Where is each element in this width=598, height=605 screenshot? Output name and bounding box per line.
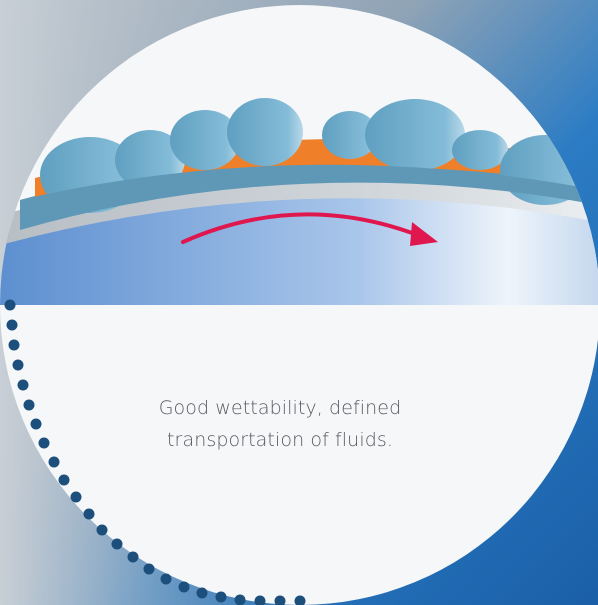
dotted-arc — [4, 299, 306, 605]
curved-arrow-icon — [181, 212, 438, 246]
caption-text: Good wettability, defined transportation… — [130, 392, 430, 456]
caption-line-2: transportation of fluids. — [166, 429, 393, 451]
cross-section — [0, 98, 598, 305]
caption-line-1: Good wettability, defined — [158, 397, 402, 419]
